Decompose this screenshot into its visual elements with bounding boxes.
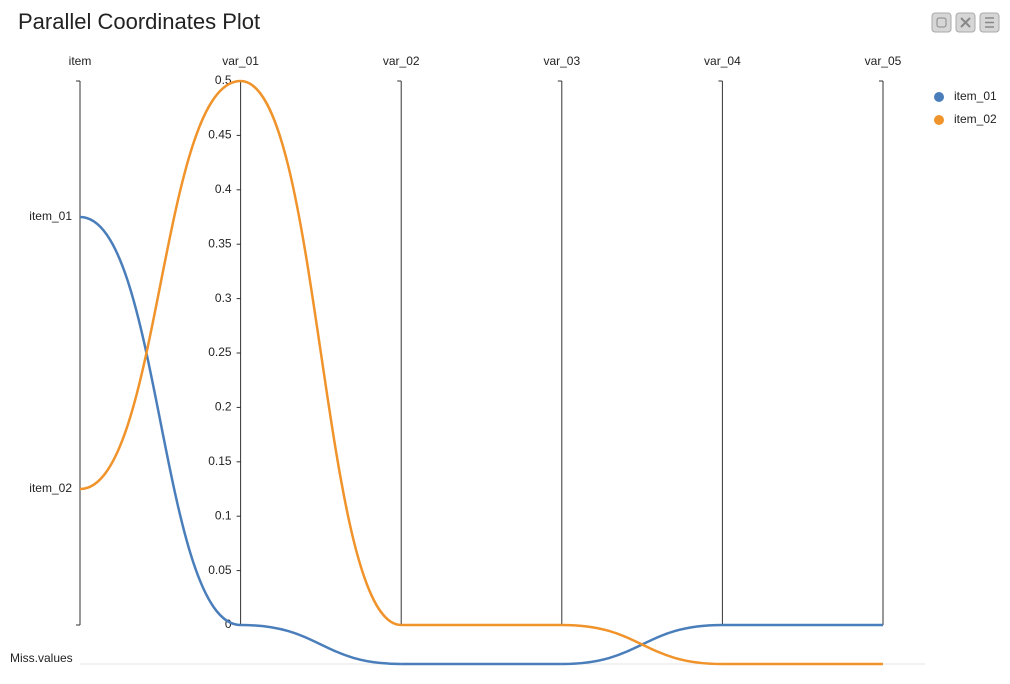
missing-label: Miss.values: [10, 651, 73, 665]
axis-title: var_04: [704, 54, 741, 68]
y-tick-label: 0.1: [215, 508, 232, 522]
icon: [985, 17, 994, 28]
axis-title: var_03: [543, 54, 580, 68]
axis-title: var_01: [222, 54, 259, 68]
legend-marker: [934, 115, 944, 125]
y-tick-label: 0.05: [208, 563, 232, 577]
chart-title: Parallel Coordinates Plot: [18, 9, 260, 34]
y-tick-label: 0.3: [215, 291, 232, 305]
series-line: [561, 623, 723, 666]
axis-title: item: [69, 54, 92, 68]
icon: [936, 17, 947, 28]
axis-title: var_05: [865, 54, 902, 68]
legend-label: item_02: [954, 112, 997, 126]
series-line: [240, 79, 402, 627]
category-label: item_02: [29, 481, 72, 495]
zoom-button[interactable]: [931, 12, 952, 33]
category-label: item_01: [29, 209, 72, 223]
y-tick-label: 0.2: [215, 400, 232, 414]
series-line: [79, 79, 241, 491]
y-tick-label: 0: [225, 617, 232, 631]
y-tick-label: 0.25: [208, 345, 232, 359]
y-tick-label: 0.35: [208, 236, 232, 250]
axis-title: var_02: [383, 54, 420, 68]
icon: [960, 17, 971, 28]
y-tick-label: 0.15: [208, 454, 232, 468]
series-line: [240, 623, 402, 666]
toolbar: [931, 12, 1000, 33]
y-tick-label: 0.4: [215, 182, 232, 196]
legend-marker: [934, 92, 944, 102]
legend-label: item_01: [954, 89, 997, 103]
y-tick-label: 0.45: [208, 128, 232, 142]
series-line: [79, 215, 241, 627]
